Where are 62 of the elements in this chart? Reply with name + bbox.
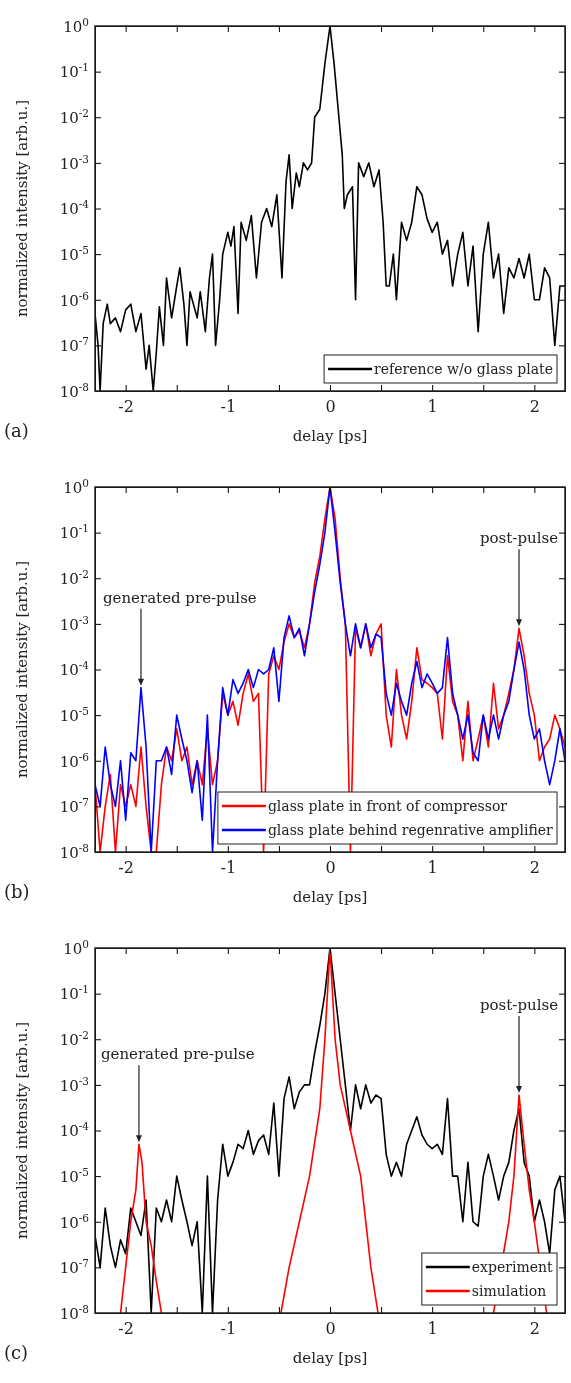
x-tick-label: -1	[220, 1319, 237, 1339]
y-tick-label: 10$^{0}$	[63, 937, 89, 958]
x-axis-title: delay [ps]	[292, 1349, 368, 1367]
y-tick-label: 10$^{-8}$	[59, 841, 89, 862]
y-axis-title: normalized intensity [arb.u.]	[13, 99, 31, 318]
y-tick-label: 10$^{-4}$	[59, 198, 90, 219]
y-tick-label: 10$^{-6}$	[59, 750, 90, 771]
line-series	[95, 487, 565, 852]
x-tick-label: 1	[427, 1319, 438, 1339]
x-axis-title: delay [ps]	[292, 427, 368, 445]
text: (c)	[4, 1342, 29, 1363]
x-tick-label: 2	[529, 858, 540, 878]
y-tick-label: 10$^{-1}$	[59, 983, 89, 1004]
x-tick-label: -1	[220, 397, 237, 417]
legend-label: reference w/o glass plate	[374, 360, 553, 377]
y-tick-label: 10$^{-3}$	[59, 613, 89, 634]
y-tick-label: 10$^{-7}$	[59, 1257, 89, 1278]
y-tick-label: 10$^{-6}$	[59, 1211, 90, 1232]
y-tick-label: 10$^{-3}$	[59, 1074, 89, 1095]
y-tick-label: 10$^{-1}$	[59, 61, 89, 82]
y-tick-label: 10$^{0}$	[63, 476, 89, 497]
y-axis-title: normalized intensity [arb.u.]	[13, 1021, 31, 1240]
text: (a)	[4, 420, 29, 441]
y-tick-label: 10$^{-8}$	[59, 380, 89, 401]
legend-label: simulation	[471, 1282, 547, 1299]
legend-label: experiment	[471, 1258, 553, 1275]
x-tick-label: 2	[529, 397, 540, 417]
x-tick-label: 0	[325, 858, 336, 878]
y-tick-label: 10$^{-8}$	[59, 1302, 89, 1323]
annotation: generated pre-pulse	[102, 588, 257, 607]
y-tick-label: 10$^{-7}$	[59, 335, 89, 356]
x-tick-label: -2	[118, 1319, 134, 1339]
y-tick-label: 10$^{-2}$	[59, 568, 89, 588]
y-tick-label: 10$^{-4}$	[59, 659, 90, 680]
y-tick-label: 10$^{-5}$	[59, 704, 89, 725]
y-tick-label: 10$^{-5}$	[59, 1165, 89, 1186]
x-tick-label: 0	[325, 1319, 336, 1339]
y-tick-label: 10$^{-5}$	[59, 243, 89, 264]
y-tick-label: 10$^{-1}$	[59, 522, 89, 543]
y-axis-title: normalized intensity [arb.u.]	[13, 560, 31, 779]
x-tick-label: 0	[325, 397, 336, 417]
y-tick-label: 10$^{-3}$	[59, 152, 89, 173]
y-tick-label: 10$^{-4}$	[59, 1120, 90, 1141]
x-tick-label: -1	[220, 858, 237, 878]
y-tick-label: 10$^{-2}$	[59, 1029, 89, 1049]
y-tick-label: 10$^{0}$	[63, 15, 89, 36]
annotation: generated pre-pulse	[100, 1045, 255, 1064]
annotation: post-pulse	[479, 529, 559, 548]
y-tick-label: 10$^{-7}$	[59, 796, 89, 817]
legend-label: glass plate in front of compressor	[267, 797, 508, 814]
x-tick-label: 2	[529, 1319, 540, 1339]
legend-label: glass plate behind regenrative amplifier	[267, 821, 553, 838]
x-tick-label: -2	[118, 858, 134, 878]
y-tick-label: 10$^{-6}$	[59, 289, 90, 310]
annotation: post-pulse	[479, 996, 559, 1014]
x-tick-label: 1	[427, 397, 438, 417]
text: (b)	[4, 881, 30, 902]
x-tick-label: -2	[118, 397, 134, 417]
x-axis-title: delay [ps]	[292, 888, 368, 906]
x-tick-label: 1	[427, 858, 438, 878]
line-series	[95, 26, 565, 391]
y-tick-label: 10$^{-2}$	[59, 107, 89, 127]
